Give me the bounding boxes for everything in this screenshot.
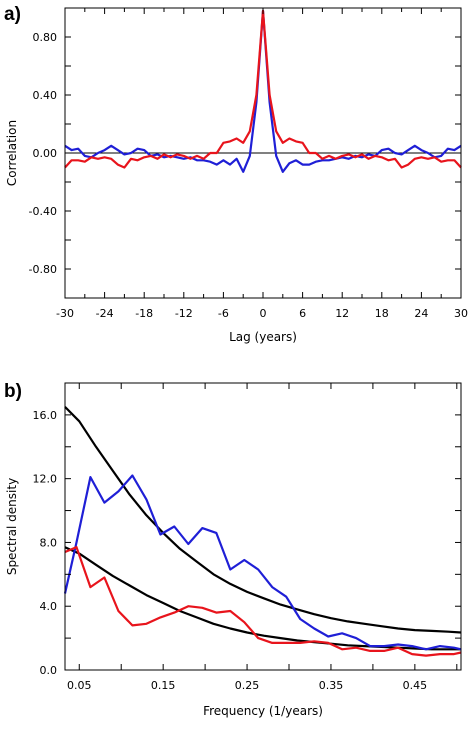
x-tick-label: 12	[335, 307, 349, 320]
panel-a-y-axis-title: Correlation	[5, 120, 19, 186]
panel-b-frame	[64, 382, 462, 671]
panel-a-x-axis-title: Lag (years)	[229, 330, 297, 344]
x-tick-label: 0.05	[67, 679, 92, 692]
y-tick-label: 12.0	[33, 473, 58, 486]
panel-b-label: b)	[4, 381, 22, 402]
x-tick-label: -18	[135, 307, 153, 320]
panel-b-x-ticks: 0.05 0.15 0.25 0.35 0.45	[67, 383, 458, 692]
panel-a-series	[64, 9, 462, 173]
series-line-1	[64, 406, 462, 634]
x-tick-label: 24	[414, 307, 428, 320]
y-tick-label: 0.00	[33, 147, 58, 160]
panel-b-x-axis-title: Frequency (1/years)	[203, 704, 323, 718]
x-tick-label: -6	[218, 307, 229, 320]
x-tick-label: 0.15	[151, 679, 176, 692]
x-tick-label: 30	[454, 307, 468, 320]
y-tick-label: 0.80	[33, 31, 58, 44]
panel-b-y-axis-title: Spectral density	[5, 478, 19, 575]
panel-a-label: a)	[4, 4, 21, 25]
panel-a-x-ticks: -30 -24 -18 -12 -6 0 6 12 18 24 30	[56, 8, 468, 320]
y-tick-label: 4.0	[40, 600, 58, 613]
y-tick-label: 0.40	[33, 89, 58, 102]
series-line-2	[64, 9, 462, 169]
panel-a-y-ticks: -0.80 -0.40 0.00 0.40 0.80	[29, 7, 461, 299]
x-tick-label: -30	[56, 307, 74, 320]
x-tick-label: 0.35	[319, 679, 344, 692]
panel-b-series	[63, 406, 462, 657]
x-tick-label: 0	[260, 307, 267, 320]
series-line-4	[64, 546, 462, 657]
x-tick-label: 6	[299, 307, 306, 320]
x-tick-label: 0.25	[235, 679, 260, 692]
panel-b: b) 0.05 0.15 0.25 0.35 0.45 0.0 4.0 8.0 12.0 16.…	[4, 381, 462, 718]
y-tick-label: 16.0	[33, 409, 58, 422]
x-tick-label: 18	[375, 307, 389, 320]
y-tick-label: -0.40	[29, 205, 57, 218]
y-tick-label: -0.80	[29, 263, 57, 276]
series-line-3	[63, 474, 462, 651]
x-tick-label: 0.45	[403, 679, 428, 692]
y-tick-label: 0.0	[40, 664, 58, 677]
series-line-1	[64, 9, 462, 173]
x-tick-label: -12	[175, 307, 193, 320]
panel-a: a) -30 -24 -18 -12 -6 0 6 12 18 24 30 -0.80 -0.40 0.…	[4, 4, 468, 344]
y-tick-label: 8.0	[40, 536, 58, 549]
panel-b-y-ticks: 0.0 4.0 8.0 12.0 16.0	[33, 409, 461, 677]
x-tick-label: -24	[96, 307, 114, 320]
